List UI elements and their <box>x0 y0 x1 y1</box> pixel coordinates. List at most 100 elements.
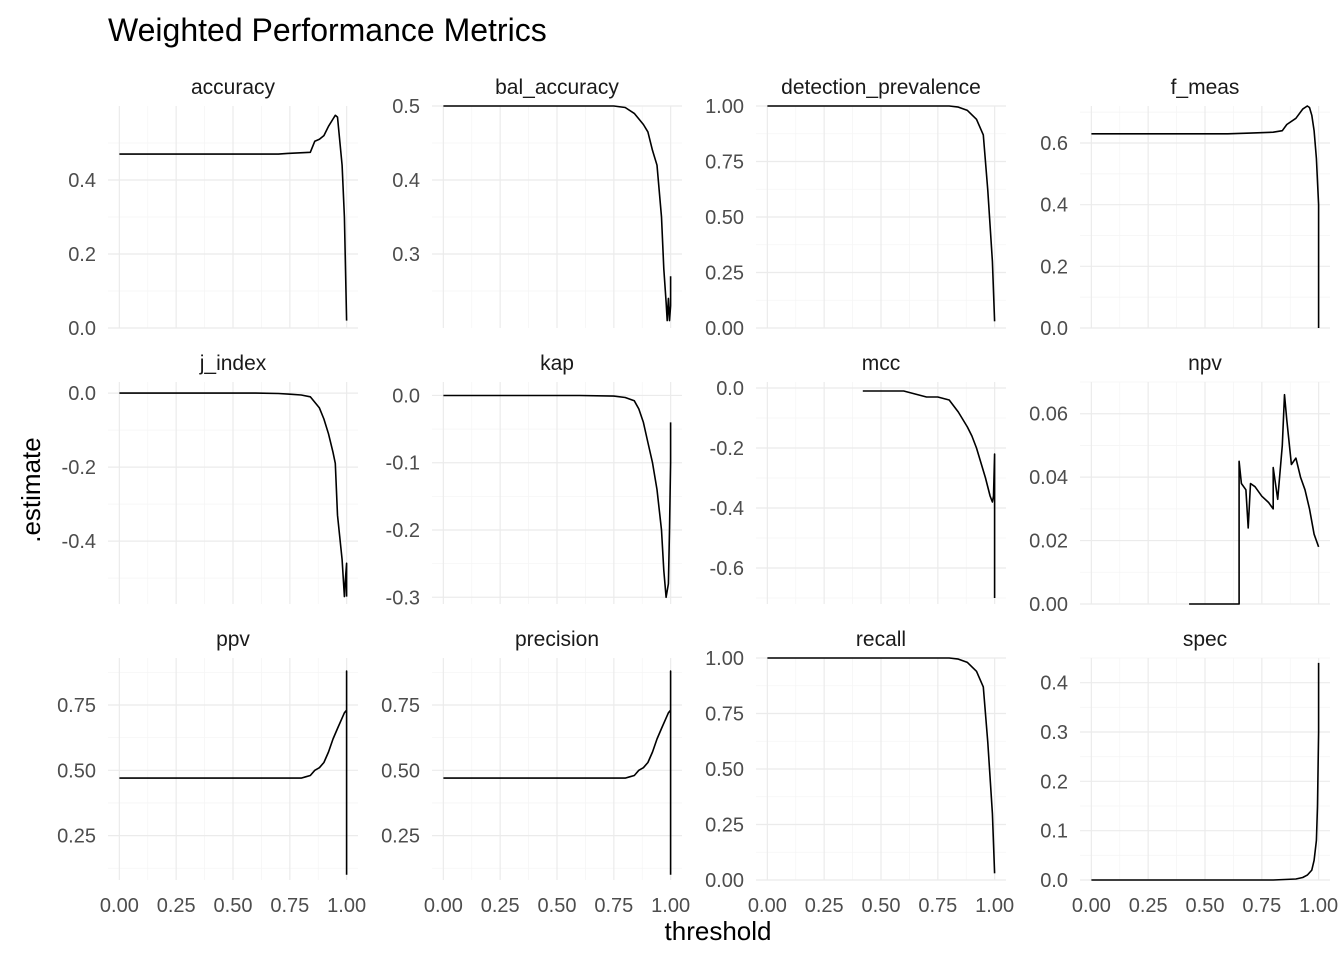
y-tick-label: 0.75 <box>57 695 96 717</box>
panel-mcc: mcc -0.6 -0.4 -0.2 0.0 <box>710 352 1006 604</box>
y-tick-label: 0.0 <box>68 383 96 405</box>
panel-strip-label: kap <box>540 352 574 375</box>
panel-strip-label: ppv <box>216 628 250 651</box>
panel-kap: kap -0.3 -0.2 -0.1 0.0 <box>386 352 682 609</box>
panel-f_meas: f_meas 0.0 0.2 0.4 0.6 <box>1040 76 1330 340</box>
panel-recall: recall 0.00 0.25 0.50 0.75 1.00 0.00 0.25 0.50 0.… <box>705 628 1014 917</box>
x-tick-label: 0.00 <box>1072 895 1111 917</box>
series-line-mcc <box>862 390 996 598</box>
series-line-precision <box>443 670 672 875</box>
y-tick-label: 0.00 <box>1029 594 1068 616</box>
panel-detection_prevalence: detection_prevalence 0.00 0.25 0.50 0.75 1.00 <box>705 76 1006 340</box>
y-tick-label: 0.0 <box>1040 870 1068 892</box>
x-tick-label: 0.50 <box>538 895 577 917</box>
y-tick-label: 0.75 <box>705 152 744 174</box>
panel-strip-label: j_index <box>199 352 267 375</box>
y-tick-label: 0.50 <box>705 759 744 781</box>
series-line-accuracy <box>119 114 348 321</box>
y-tick-label: 0.75 <box>705 704 744 726</box>
panel-strip-label: bal_accuracy <box>495 76 619 99</box>
panel-strip-label: precision <box>515 628 599 651</box>
panel-j_index: j_index -0.4 -0.2 0.0 <box>62 352 358 604</box>
panel-spec: spec 0.0 0.1 0.2 0.3 0.4 0.00 0.25 0.50 0.75 1.00 <box>1040 628 1338 917</box>
y-tick-label: 0.50 <box>705 207 744 229</box>
y-tick-label: 0.00 <box>705 318 744 340</box>
y-tick-label: 0.04 <box>1029 467 1068 489</box>
y-tick-label: -0.3 <box>386 587 420 609</box>
x-tick-label: 0.00 <box>424 895 463 917</box>
series-line-f_meas <box>1091 105 1320 328</box>
y-tick-label: 0.0 <box>68 318 96 340</box>
series-line-j_index <box>119 392 348 598</box>
x-tick-label: 0.25 <box>481 895 520 917</box>
x-tick-label: 0.75 <box>1242 895 1281 917</box>
x-tick-label: 0.25 <box>805 895 844 917</box>
series-line-detection_prevalence <box>767 105 996 322</box>
y-tick-label: 0.5 <box>392 96 420 118</box>
y-tick-label: -0.4 <box>62 531 96 553</box>
y-tick-label: -0.2 <box>386 520 420 542</box>
series-line-bal_accuracy <box>443 105 672 322</box>
y-tick-label: 0.06 <box>1029 404 1068 426</box>
panel-strip-label: npv <box>1188 352 1222 375</box>
x-tick-label: 0.50 <box>214 895 253 917</box>
y-tick-label: 0.00 <box>705 870 744 892</box>
x-tick-label: 0.25 <box>157 895 196 917</box>
y-tick-label: -0.1 <box>386 453 420 475</box>
series-line-recall <box>767 657 996 874</box>
y-tick-label: 0.4 <box>392 170 420 192</box>
y-tick-label: 0.6 <box>1040 133 1068 155</box>
y-tick-label: 0.50 <box>57 760 96 782</box>
y-tick-label: 0.50 <box>381 760 420 782</box>
series-line-ppv <box>119 670 348 875</box>
panel-ppv: ppv 0.25 0.50 0.75 0.00 0.25 0.50 0.75 1.00 <box>57 628 366 917</box>
panel-strip-label: detection_prevalence <box>781 76 981 99</box>
x-tick-label: 0.25 <box>1129 895 1168 917</box>
y-tick-label: 0.2 <box>1040 256 1068 278</box>
y-tick-label: 0.2 <box>1040 771 1068 793</box>
x-tick-label: 0.75 <box>594 895 633 917</box>
y-tick-label: 0.1 <box>1040 821 1068 843</box>
panel-strip-label: f_meas <box>1171 76 1240 99</box>
y-tick-label: -0.2 <box>710 438 744 460</box>
panel-npv: npv 0.00 0.02 0.04 0.06 <box>1029 352 1330 616</box>
panel-strip-label: spec <box>1183 628 1227 651</box>
panel-bal_accuracy: bal_accuracy 0.3 0.4 0.5 <box>392 76 682 328</box>
y-tick-label: -0.6 <box>710 558 744 580</box>
y-tick-label: 0.2 <box>68 244 96 266</box>
x-axis-title: threshold <box>665 916 772 946</box>
y-tick-label: -0.4 <box>710 498 744 520</box>
panel-precision: precision 0.25 0.50 0.75 0.00 0.25 0.50 0.75 1.0… <box>381 628 690 917</box>
y-tick-label: 1.00 <box>705 648 744 670</box>
series-line-spec <box>1091 662 1320 881</box>
y-tick-label: 0.25 <box>705 263 744 285</box>
y-tick-label: 0.0 <box>716 378 744 400</box>
x-tick-label: 0.75 <box>918 895 957 917</box>
x-tick-label: 1.00 <box>1299 895 1338 917</box>
panel-strip-label: recall <box>856 628 906 651</box>
y-axis-title: .estimate <box>16 437 46 543</box>
y-tick-label: 0.0 <box>1040 318 1068 340</box>
chart-title: Weighted Performance Metrics <box>108 12 547 48</box>
x-tick-label: 0.50 <box>1186 895 1225 917</box>
y-tick-label: 0.3 <box>392 244 420 266</box>
y-tick-label: 0.25 <box>705 815 744 837</box>
y-tick-label: 0.75 <box>381 695 420 717</box>
y-tick-label: -0.2 <box>62 457 96 479</box>
series-line-npv <box>1189 393 1320 605</box>
y-tick-label: 0.0 <box>392 385 420 407</box>
y-tick-label: 0.02 <box>1029 531 1068 553</box>
panel-accuracy: accuracy 0.0 0.2 0.4 <box>68 76 358 340</box>
x-tick-label: 0.75 <box>270 895 309 917</box>
series-line-kap <box>443 394 672 599</box>
y-tick-label: 1.00 <box>705 96 744 118</box>
y-tick-label: 0.3 <box>1040 722 1068 744</box>
y-tick-label: 0.25 <box>57 826 96 848</box>
panels-layer: accuracy 0.0 0.2 0.4 bal_accuracy 0.3 0.4 0.5 de… <box>57 76 1338 917</box>
x-tick-label: 1.00 <box>651 895 690 917</box>
x-tick-label: 1.00 <box>327 895 366 917</box>
y-tick-label: 0.4 <box>68 170 96 192</box>
x-tick-label: 0.50 <box>862 895 901 917</box>
